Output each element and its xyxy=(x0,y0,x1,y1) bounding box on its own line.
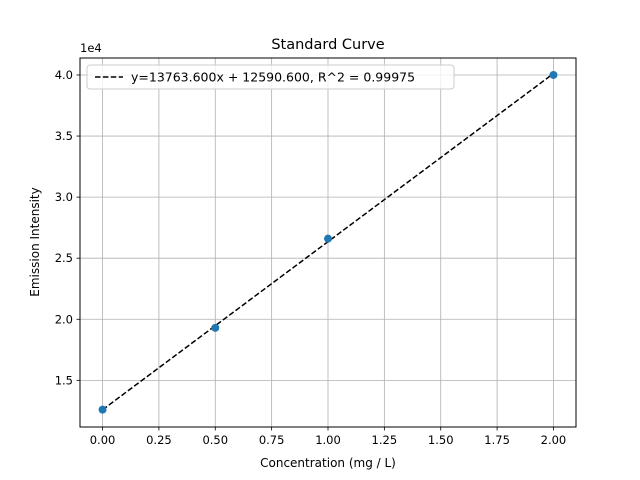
y-tick-label: 1.5 xyxy=(55,373,73,387)
x-tick-label: 1.50 xyxy=(428,433,454,447)
legend-label: y=13763.600x + 12590.600, R^2 = 0.99975 xyxy=(131,70,415,85)
data-point xyxy=(98,405,107,414)
data-point xyxy=(324,234,332,243)
legend: y=13763.600x + 12590.600, R^2 = 0.99975 xyxy=(86,64,455,90)
y-tick-label: 2.0 xyxy=(55,312,73,326)
y-tick-label: 2.5 xyxy=(55,251,73,265)
x-tick-label: 1.00 xyxy=(315,433,341,447)
y-tick-label: 3.5 xyxy=(55,129,73,143)
data-layer xyxy=(98,70,558,414)
x-tick-label: 0.25 xyxy=(146,433,172,447)
x-tick-label: 0.75 xyxy=(259,433,285,447)
y-tick-label: 4.0 xyxy=(55,68,73,82)
y-tick-label: 3.0 xyxy=(55,190,73,204)
y-offset-label: 1e4 xyxy=(80,41,102,55)
x-tick-label: 1.25 xyxy=(372,433,398,447)
data-point xyxy=(549,70,558,79)
data-point xyxy=(211,323,220,332)
x-tick-label: 1.75 xyxy=(484,433,510,447)
x-axis-label: Concentration (mg / L) xyxy=(260,456,396,470)
x-tick-label: 0.50 xyxy=(202,433,228,447)
x-tick-label: 2.00 xyxy=(541,433,567,447)
ticks: 0.00 0.25 0.50 0.75 1.00 1.25 1.50 1.75 2.00 1.5 2… xyxy=(55,68,567,447)
y-axis-label: Emission Intensity xyxy=(28,187,42,296)
legend-box xyxy=(86,64,455,90)
chart-title: Standard Curve xyxy=(271,37,384,53)
x-tick-label: 0.00 xyxy=(90,433,116,447)
